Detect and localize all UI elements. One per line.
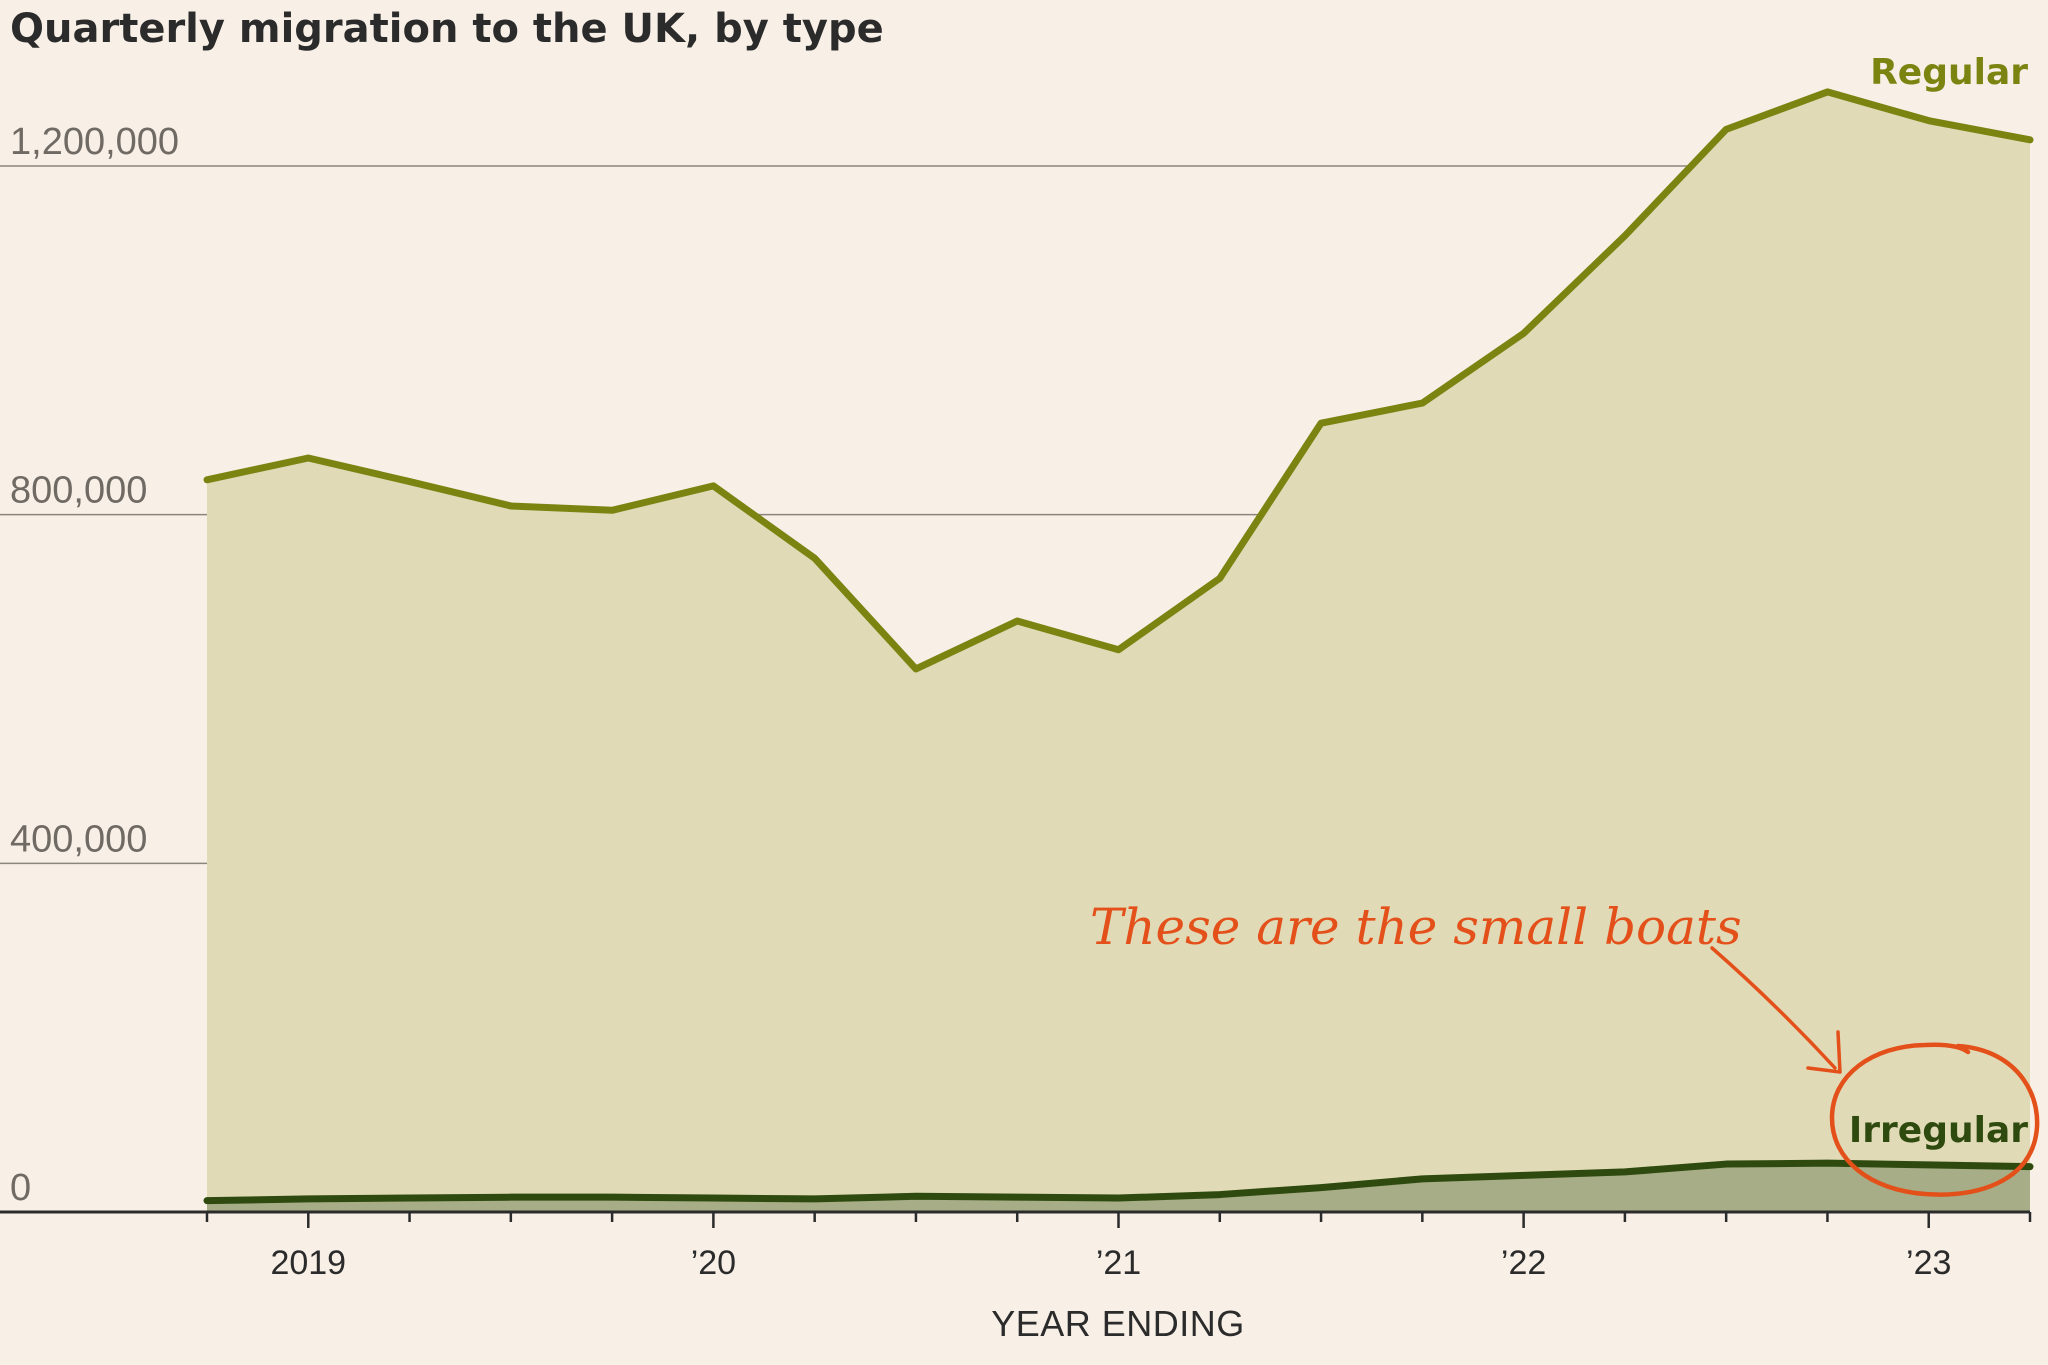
annotation-arrow-head [1806, 1030, 1842, 1074]
y-tick-label: 800,000 [10, 470, 147, 512]
series-lines [203, 88, 2034, 1205]
x-tick-label: ’20 [691, 1244, 736, 1282]
annotation-arrow-shaft [1710, 946, 1837, 1070]
series-label-irregular: Irregular [1849, 1110, 2028, 1151]
line-irregular [203, 1159, 2034, 1205]
annotation-text: These are the small boats [1090, 898, 1742, 956]
y-tick-label: 1,200,000 [10, 121, 179, 163]
y-tick-label: 0 [10, 1167, 31, 1209]
annotation: These are the small boats [1090, 898, 2040, 1197]
x-tick-label: ’23 [1906, 1244, 1951, 1282]
x-axis: 2019 ’20 ’21 ’22 ’23 [0, 1210, 2032, 1282]
series-label-regular: Regular [1870, 52, 2028, 93]
chart-title: Quarterly migration to the UK, by type [10, 6, 884, 52]
x-tick-label: ’22 [1501, 1244, 1546, 1282]
y-tick-label: 400,000 [10, 818, 147, 860]
y-axis-ticks: 0 400,000 800,000 1,200,000 [10, 121, 179, 1209]
x-tick-label: 2019 [270, 1244, 346, 1282]
x-axis-title: YEAR ENDING [991, 1303, 1245, 1344]
x-tick-label: ’21 [1096, 1244, 1141, 1282]
line-regular [203, 88, 2034, 673]
annotation-circle [1829, 1042, 2040, 1197]
